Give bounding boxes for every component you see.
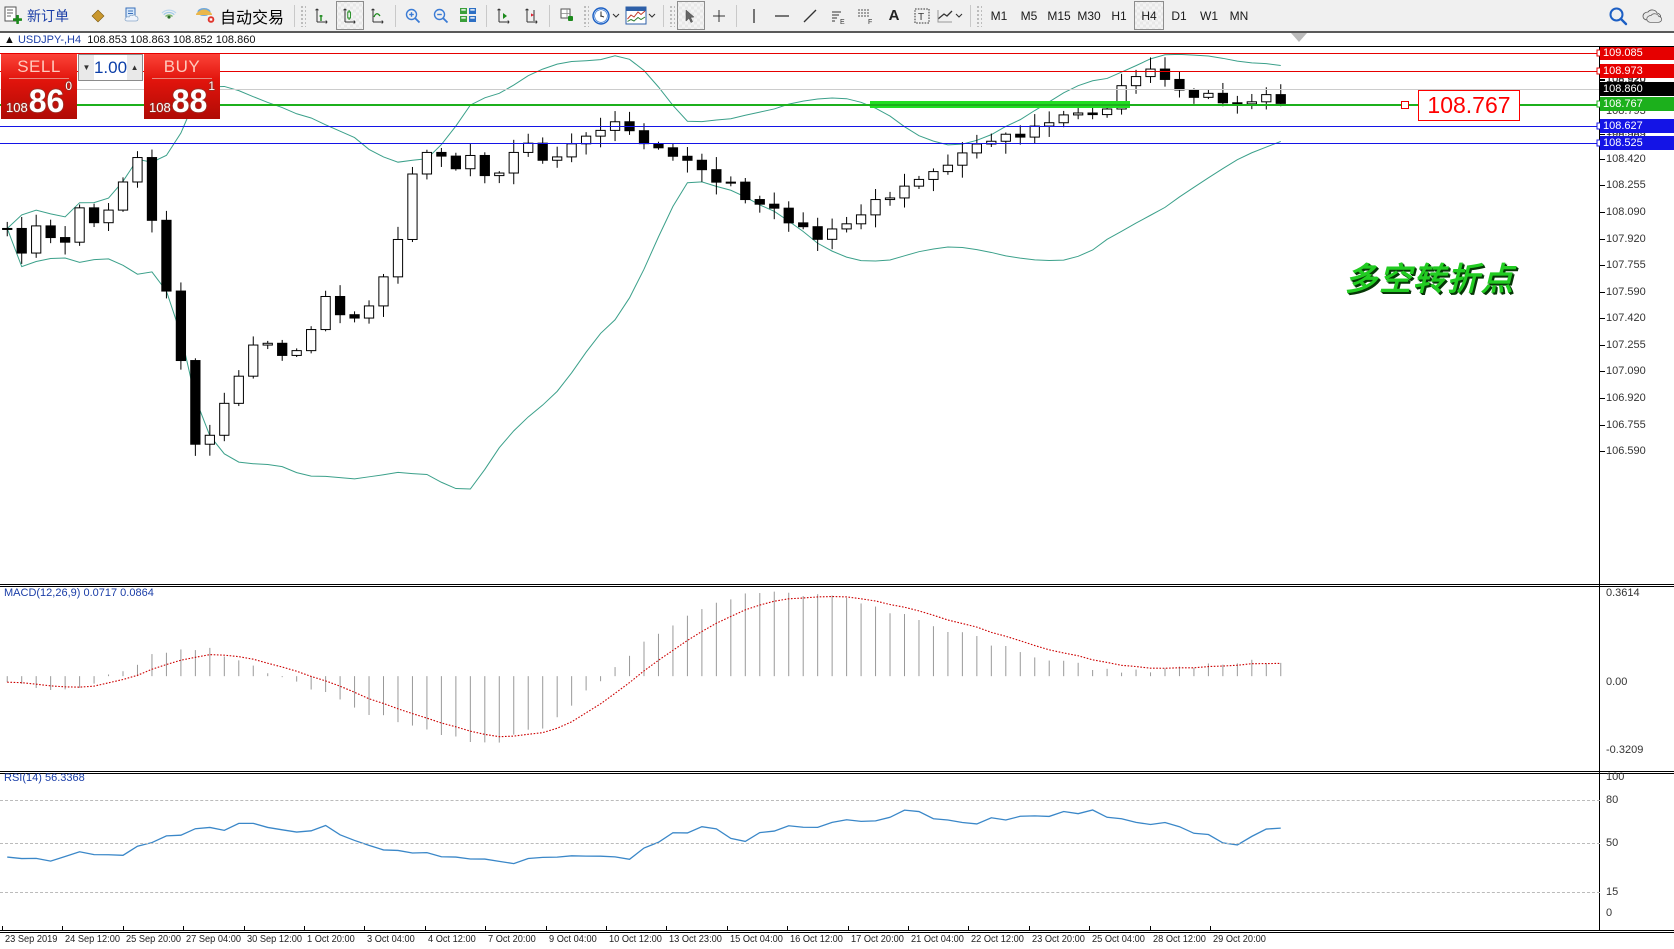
svg-text:E: E	[840, 19, 845, 24]
svg-text:T: T	[918, 12, 924, 23]
svg-text:F: F	[868, 19, 872, 24]
